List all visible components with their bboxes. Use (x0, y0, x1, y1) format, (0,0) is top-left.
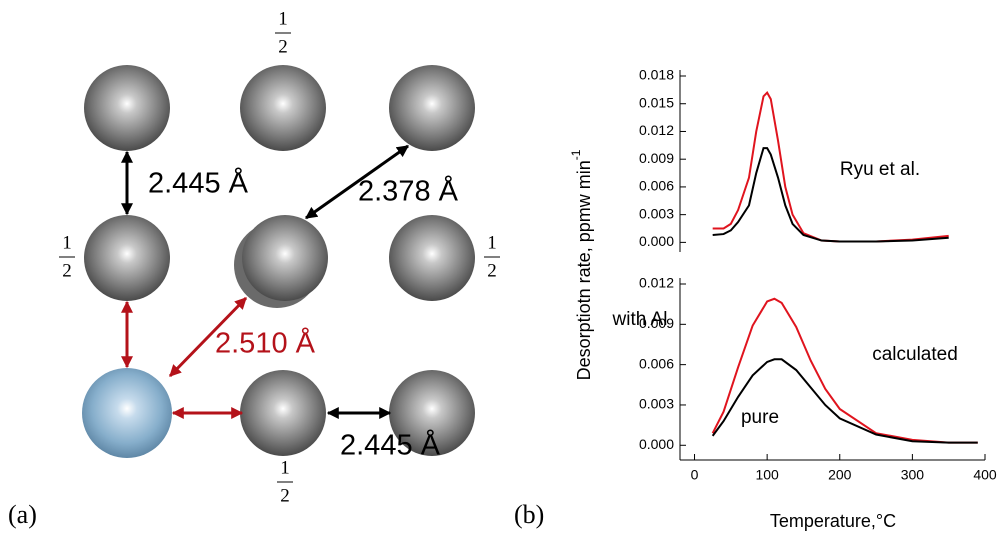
y-axis-label-text: Desorptiotn rate, ppmw min (574, 160, 594, 380)
atom (242, 215, 328, 301)
annotation: calculated (872, 344, 958, 365)
atom (389, 370, 475, 456)
x-tick-label: 100 (755, 467, 779, 483)
panel-label: (a) (8, 500, 37, 529)
panel-label: (b) (514, 500, 544, 529)
y-tick-label: 0.003 (639, 205, 674, 221)
data-line (711, 297, 978, 444)
numerator: 1 (487, 232, 497, 253)
y-tick-label: 0.015 (639, 94, 674, 110)
distance-label: 2.445 Å (340, 429, 441, 462)
y-tick-label: 0.018 (639, 67, 674, 83)
y-tick-label: 0.000 (639, 436, 674, 452)
x-axis-label: Temperature,°C (770, 511, 896, 531)
atom (389, 215, 475, 301)
distance-labels: 2.445 Å 2.378 Å 2.510 Å 2.445 Å (148, 167, 459, 462)
denominator: 2 (278, 36, 288, 57)
annotation: with Al (612, 309, 668, 330)
y-tick-label: 0.009 (639, 315, 674, 331)
x-tick-label: 200 (828, 467, 852, 483)
atom (84, 65, 170, 151)
annotation: pure (741, 407, 779, 428)
denominator: 2 (280, 485, 290, 506)
annotation: Ryu et al. (840, 159, 920, 180)
y-tick-label: 0.012 (639, 275, 674, 291)
data-line (712, 147, 949, 243)
atom (389, 65, 475, 151)
arrow (305, 144, 409, 220)
fractions: 1 2 1 2 1 2 1 2 (59, 8, 500, 506)
x-tick-label: 300 (901, 467, 925, 483)
numerator: 1 (62, 232, 72, 253)
y-tick-label: 0.009 (639, 150, 674, 166)
atom (84, 215, 170, 301)
dopant-atom (82, 368, 172, 458)
arrows (121, 144, 409, 419)
y-axis-label: Desorptiotn rate, ppmw min-1 (569, 149, 594, 380)
arrow (168, 296, 248, 378)
y-tick-label: 0.006 (639, 355, 674, 371)
denominator: 2 (62, 260, 72, 281)
x-tick-label: 0 (691, 467, 699, 483)
y-tick-label: 0.003 (639, 396, 674, 412)
y-tick-label: 0.000 (639, 233, 674, 249)
numerator: 1 (278, 8, 288, 29)
y-axis-label-superscript: -1 (569, 149, 583, 160)
distance-label: 2.445 Å (148, 167, 249, 200)
atoms (82, 65, 475, 458)
distance-label: 2.510 Å (215, 327, 316, 360)
data-line (711, 358, 978, 444)
x-tick-label: 400 (973, 467, 997, 483)
y-tick-label: 0.012 (639, 122, 674, 138)
atom (240, 370, 326, 456)
atom (240, 65, 326, 151)
y-tick-label: 0.006 (639, 178, 674, 194)
denominator: 2 (487, 260, 497, 281)
numerator: 1 (280, 457, 290, 478)
distance-label: 2.378 Å (358, 175, 459, 208)
